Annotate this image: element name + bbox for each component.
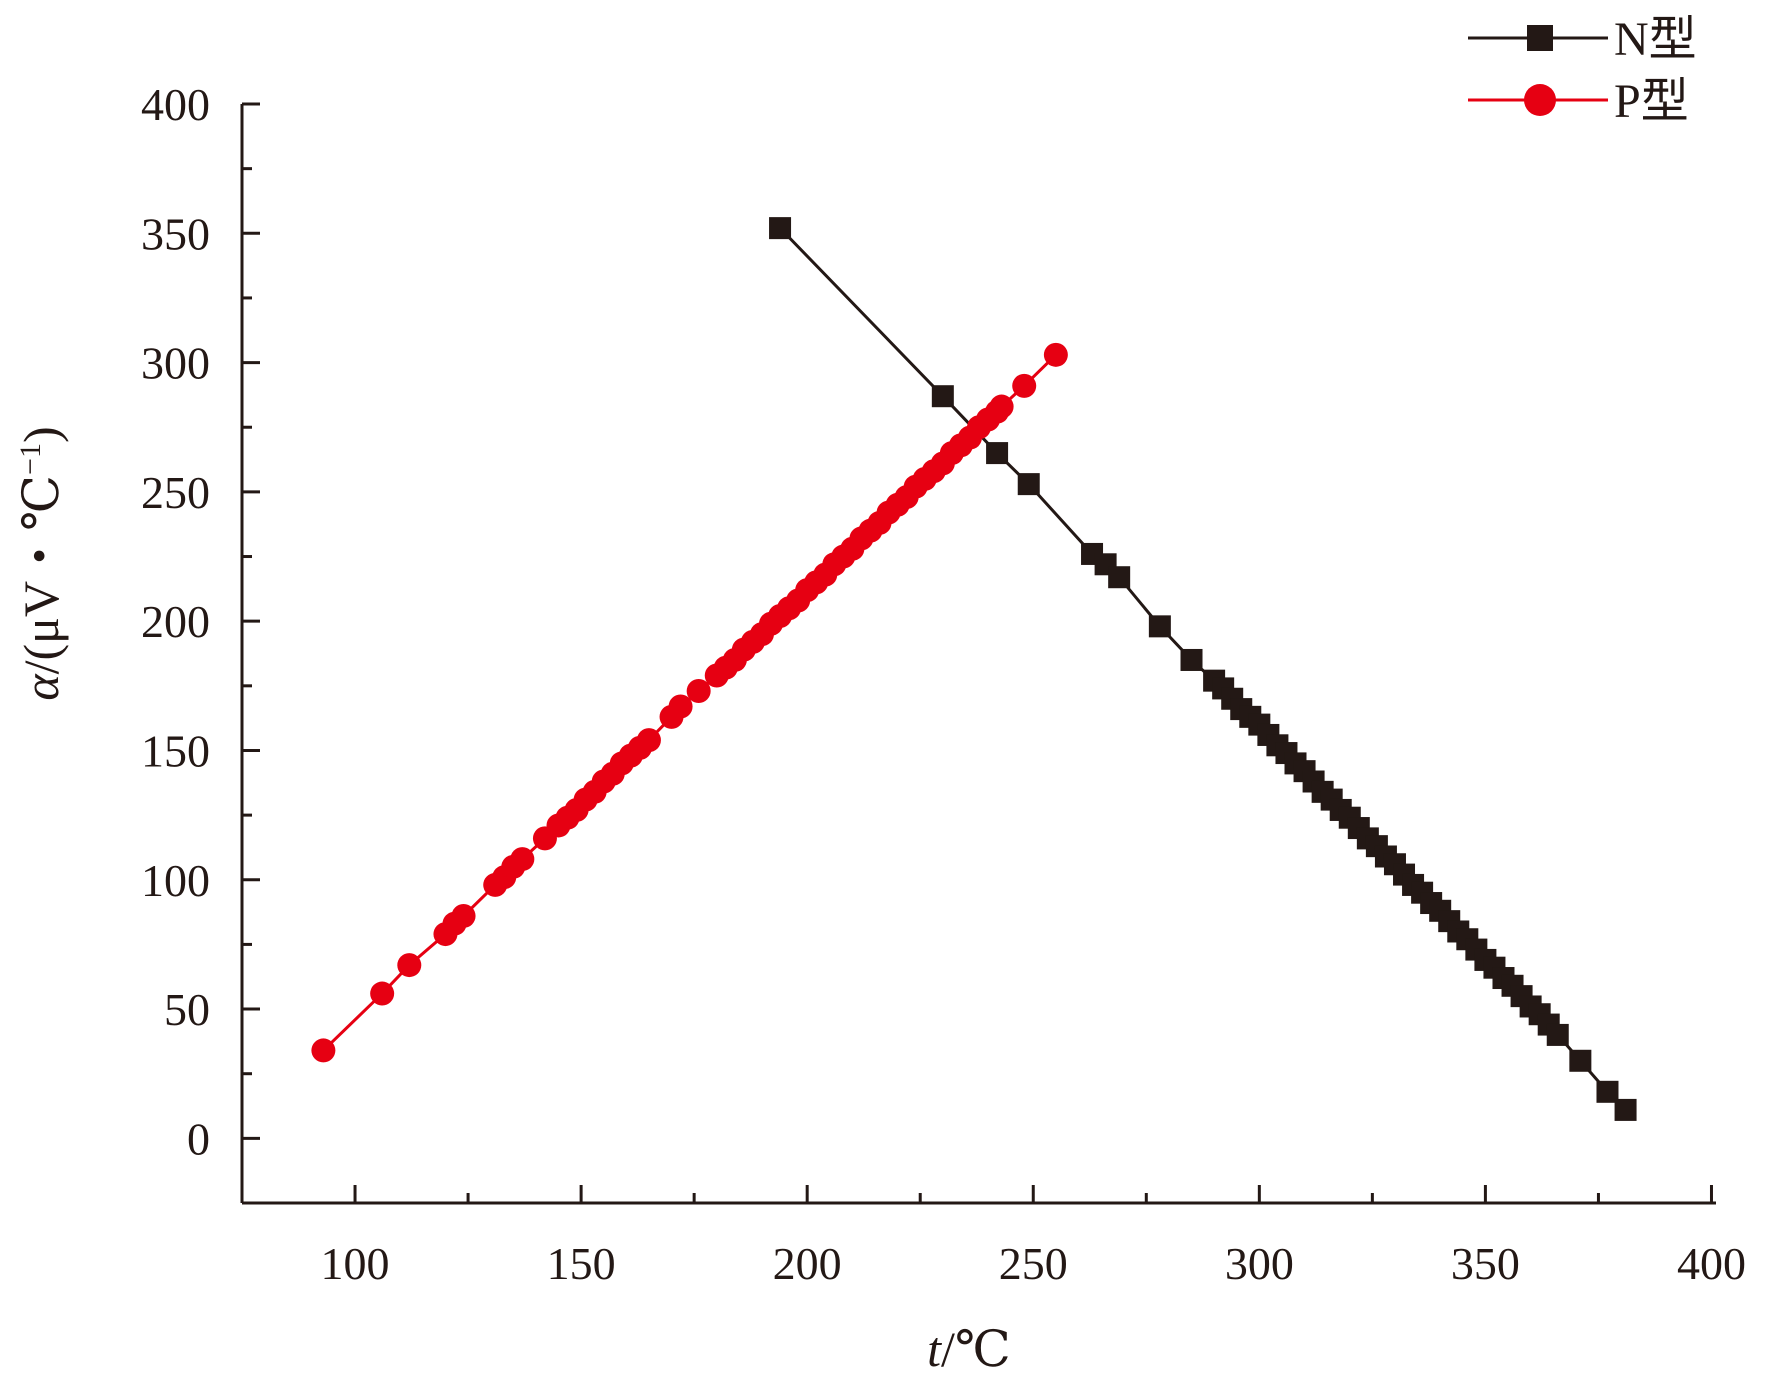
legend-item-p-type: P型 — [1468, 75, 1689, 128]
data-point-circle — [370, 981, 395, 1006]
data-point-square — [1180, 648, 1203, 671]
data-point-square — [1614, 1098, 1637, 1121]
y-tick-label: 300 — [141, 338, 210, 389]
series-p-type — [311, 342, 1068, 1063]
y-axis-title-close: ) — [13, 426, 69, 443]
y-tick-label: 0 — [187, 1113, 210, 1164]
x-tick-label: 100 — [321, 1238, 390, 1289]
legend-item-n-type: N型 — [1468, 13, 1697, 66]
y-tick-label: 150 — [141, 725, 210, 776]
legend: N型 P型 — [1468, 13, 1697, 128]
y-tick-label: 400 — [141, 79, 210, 130]
data-point-circle — [451, 903, 476, 928]
y-axis-title-rest: /(μV・℃ — [13, 475, 69, 674]
legend-label: P型 — [1614, 75, 1689, 128]
data-point-circle — [686, 678, 711, 703]
x-tick-label: 350 — [1451, 1238, 1520, 1289]
data-point-square — [1108, 566, 1131, 589]
series-n-type — [769, 217, 1637, 1121]
legend-marker-circle — [1524, 84, 1556, 116]
y-tick-label: 200 — [141, 596, 210, 647]
data-point-circle — [636, 728, 661, 753]
y-axis-title-sup: −1 — [14, 443, 47, 475]
data-point-square — [1596, 1080, 1619, 1103]
x-axis-title: t/℃ — [927, 1321, 1011, 1377]
x-tick-label: 250 — [999, 1238, 1068, 1289]
data-point-circle — [1043, 342, 1068, 367]
data-point-circle — [510, 847, 535, 872]
y-tick-label: 50 — [164, 984, 210, 1035]
x-tick-label: 400 — [1677, 1238, 1746, 1289]
y-tick-label: 250 — [141, 467, 210, 518]
data-point-circle — [989, 394, 1014, 419]
x-tick-label: 300 — [1225, 1238, 1294, 1289]
data-point-square — [769, 217, 792, 240]
legend-label: N型 — [1614, 13, 1697, 66]
legend-marker-square — [1527, 25, 1553, 51]
data-point-square — [931, 385, 954, 408]
axes: 0 50 100 150 200 250 300 350 400 100 150 200 250 300 3… — [13, 79, 1746, 1377]
y-tick-label: 100 — [141, 855, 210, 906]
data-point-square — [1569, 1049, 1592, 1072]
y-tick-label: 350 — [141, 208, 210, 259]
data-point-square — [1148, 615, 1171, 638]
x-axis-title-rest: /℃ — [941, 1321, 1011, 1377]
data-point-circle — [668, 694, 693, 719]
data-point-circle — [397, 953, 422, 978]
data-point-square — [1017, 473, 1040, 496]
y-axis-title: α/(μV・℃−1) — [13, 426, 69, 700]
series-layer — [311, 217, 1637, 1121]
data-point-circle — [311, 1038, 336, 1063]
data-point-circle — [1012, 373, 1037, 398]
data-point-square — [1546, 1023, 1569, 1046]
data-point-square — [986, 442, 1009, 465]
x-tick-label: 200 — [773, 1238, 842, 1289]
x-tick-label: 150 — [547, 1238, 616, 1289]
y-axis-title-italic: α — [13, 673, 69, 701]
x-axis-title-italic: t — [927, 1321, 942, 1377]
